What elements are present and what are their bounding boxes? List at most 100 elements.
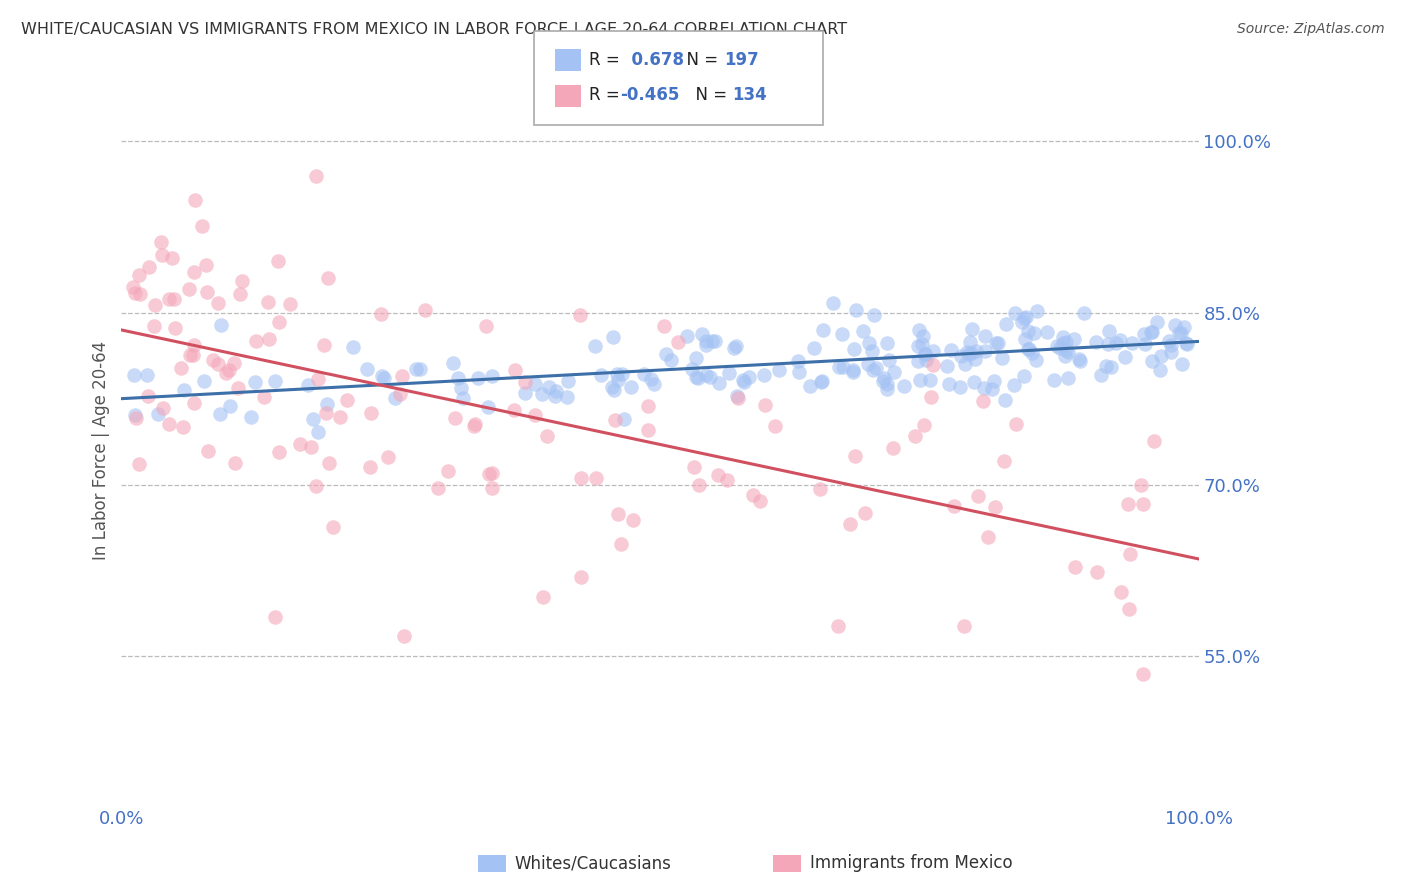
Point (1005, 417, 1028, 431)
Point (1149, 363, 1171, 377)
Point (536, 429, 558, 443)
Point (695, 337, 717, 351)
Point (725, 339, 748, 353)
Point (1053, 349, 1076, 363)
Point (683, 460, 706, 475)
Point (643, 377, 665, 392)
Point (356, 361, 378, 376)
Point (1146, 315, 1168, 329)
Point (1012, 369, 1035, 384)
Point (569, 308, 592, 322)
Point (1046, 339, 1069, 353)
Point (908, 323, 931, 337)
Point (984, 500, 1007, 514)
Point (136, 389, 159, 403)
Point (828, 360, 851, 375)
Point (965, 344, 987, 359)
Point (290, 437, 312, 451)
Point (257, 332, 280, 346)
Point (873, 370, 896, 384)
Point (1098, 325, 1121, 339)
Point (841, 365, 863, 379)
Point (914, 347, 936, 361)
Point (786, 353, 808, 368)
Point (218, 400, 240, 414)
Point (810, 376, 832, 390)
Point (264, 609, 287, 624)
Point (193, 374, 215, 388)
Point (315, 406, 337, 420)
Point (920, 390, 942, 404)
Point (853, 506, 876, 520)
Point (446, 371, 468, 385)
Point (1069, 354, 1091, 368)
Point (1017, 324, 1039, 338)
Point (136, 368, 159, 382)
Point (128, 457, 150, 471)
Point (973, 381, 995, 395)
Text: 197: 197 (724, 51, 759, 69)
Point (477, 401, 499, 415)
Point (685, 370, 707, 384)
Point (733, 373, 755, 387)
Point (733, 375, 755, 389)
Point (591, 368, 613, 382)
Point (307, 372, 329, 386)
Point (224, 456, 246, 470)
Point (915, 353, 938, 368)
Point (329, 409, 352, 424)
Point (1054, 334, 1077, 349)
Point (150, 248, 173, 262)
Point (633, 367, 655, 381)
Point (1109, 333, 1132, 347)
Point (938, 376, 960, 391)
Point (956, 344, 979, 359)
Point (267, 315, 290, 329)
Point (723, 341, 745, 355)
Point (600, 380, 623, 394)
Point (613, 412, 636, 426)
Point (876, 377, 898, 392)
Text: WHITE/CAUCASIAN VS IMMIGRANTS FROM MEXICO IN LABOR FORCE | AGE 20-64 CORRELATION: WHITE/CAUCASIAN VS IMMIGRANTS FROM MEXIC… (21, 22, 848, 38)
Point (949, 349, 972, 363)
Point (1116, 497, 1139, 511)
Point (943, 499, 966, 513)
Point (957, 347, 980, 361)
Point (149, 235, 172, 250)
Point (640, 372, 662, 386)
Point (207, 296, 229, 310)
Point (209, 318, 232, 332)
Point (607, 373, 630, 387)
Point (342, 340, 364, 354)
Text: N =: N = (685, 87, 733, 104)
Text: Immigrants from Mexico: Immigrants from Mexico (810, 855, 1012, 872)
Point (1004, 305, 1026, 319)
Point (960, 345, 983, 359)
Point (1121, 335, 1143, 350)
Point (1057, 371, 1080, 385)
Point (389, 387, 412, 401)
Point (157, 293, 180, 307)
Point (993, 454, 1015, 468)
Point (1157, 334, 1180, 348)
Point (811, 323, 834, 337)
Point (172, 420, 194, 434)
Point (716, 473, 738, 487)
Point (163, 292, 186, 306)
Point (1095, 359, 1118, 373)
Point (606, 368, 628, 382)
Point (146, 407, 169, 421)
Point (413, 303, 436, 318)
Point (179, 348, 201, 362)
Point (384, 392, 406, 406)
Point (183, 265, 205, 279)
Point (904, 428, 927, 442)
Y-axis label: In Labor Force | Age 20-64: In Labor Force | Age 20-64 (93, 341, 110, 560)
Point (370, 369, 392, 384)
Point (359, 460, 381, 475)
Point (1132, 497, 1154, 511)
Point (1168, 326, 1191, 341)
Point (872, 374, 894, 388)
Point (264, 374, 287, 388)
Point (1011, 315, 1033, 329)
